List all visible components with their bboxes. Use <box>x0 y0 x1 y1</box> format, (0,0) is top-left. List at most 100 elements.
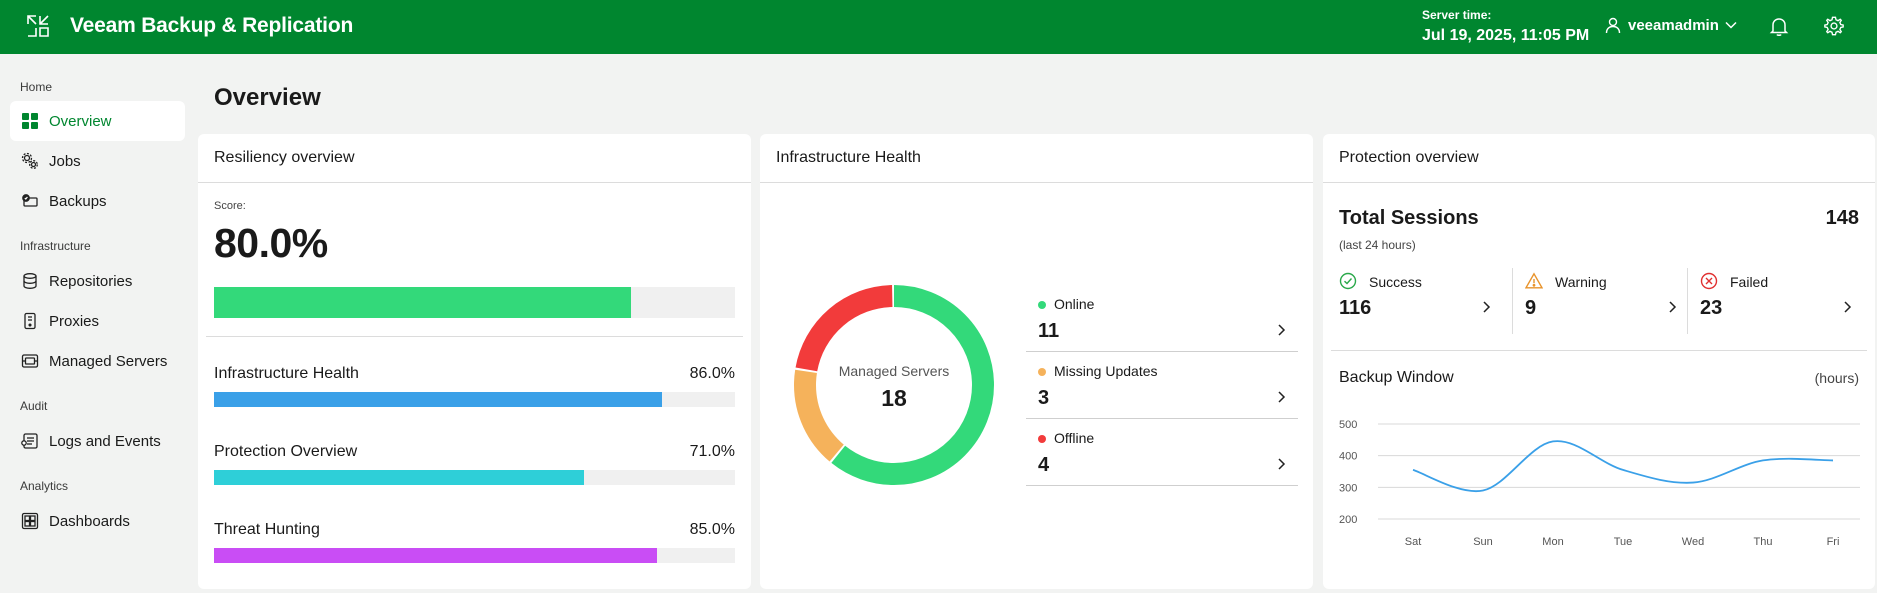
score-value: 80.0% <box>214 220 328 266</box>
chevron-down-icon <box>1725 21 1737 29</box>
session-success[interactable]: Success 116 <box>1327 268 1501 334</box>
total-sessions-subtitle: (last 24 hours) <box>1339 238 1416 252</box>
sidebar-item-label: Backups <box>49 192 107 210</box>
x-tick-label: Sat <box>1405 536 1422 548</box>
metric-label-threat-hunting: Threat Hunting <box>214 521 320 538</box>
section-analytics: Analytics <box>20 479 69 493</box>
x-circle-icon <box>1700 272 1718 290</box>
status-dot <box>1038 368 1046 376</box>
chevron-right-icon <box>1844 301 1852 313</box>
donut-segment-missing-updates[interactable] <box>794 285 994 485</box>
divider <box>198 182 751 183</box>
status-row-missing-updates[interactable]: Missing Updates 3 <box>1026 352 1298 419</box>
infrastructure-health-fill <box>214 392 663 407</box>
data-point-tue[interactable] <box>1620 467 1626 473</box>
x-tick-label: Tue <box>1614 536 1633 548</box>
database-icon <box>23 273 37 289</box>
series-line-backup-window <box>1412 440 1834 493</box>
status-label: Offline <box>1054 430 1095 446</box>
sidebar-item-backups[interactable]: Backups <box>10 181 185 221</box>
metric-label-protection-overview: Protection Overview <box>214 443 358 460</box>
separator <box>1512 268 1513 334</box>
status-dot <box>1038 301 1046 309</box>
score-label: Score: <box>214 200 246 212</box>
chevron-right-icon <box>1278 391 1286 403</box>
y-tick-label: 300 <box>1339 482 1357 494</box>
x-tick-label: Mon <box>1542 536 1563 548</box>
session-label: Success <box>1369 274 1422 290</box>
data-point-fri[interactable] <box>1830 457 1836 463</box>
x-tick-label: Wed <box>1682 536 1704 548</box>
x-tick-label: Thu <box>1754 536 1773 548</box>
separator <box>1687 268 1688 334</box>
sidebar-item-label: Managed Servers <box>49 352 168 370</box>
sidebar-item-proxies[interactable]: Proxies <box>10 301 185 341</box>
logs-icon <box>21 433 38 449</box>
card-title: Resiliency overview <box>214 149 355 166</box>
donut-label: Managed Servers <box>838 363 950 379</box>
data-point-thu[interactable] <box>1760 457 1766 463</box>
metric-value-threat-hunting: 85.0% <box>689 521 735 538</box>
sidebar-item-repositories[interactable]: Repositories <box>10 261 185 301</box>
status-row-offline[interactable]: Offline 4 <box>1026 419 1298 486</box>
user-icon <box>1605 17 1621 34</box>
score-progress-bar <box>214 287 735 318</box>
dashboards-icon <box>21 512 39 530</box>
app-logo-icon[interactable] <box>26 14 50 38</box>
backup-icon <box>22 194 38 207</box>
check-circle-icon <box>1339 272 1357 290</box>
status-label: Online <box>1054 296 1095 312</box>
sidebar-item-label: Jobs <box>49 152 81 170</box>
protection-overview-card: Protection overview Total Sessions (last… <box>1323 134 1875 589</box>
status-count: 4 <box>1038 454 1050 476</box>
notification-bell-icon[interactable] <box>1768 15 1790 37</box>
sidebar-item-jobs[interactable]: Jobs <box>10 141 185 181</box>
managed-servers-icon <box>21 354 39 368</box>
protection-overview-bar <box>214 470 735 485</box>
session-value: 23 <box>1700 297 1723 319</box>
session-warning[interactable]: Warning 9 <box>1513 268 1687 334</box>
username: veeamadmin <box>1628 16 1719 34</box>
divider <box>1331 350 1867 351</box>
donut-segment-online[interactable] <box>794 285 994 485</box>
server-time-label: Server time: <box>1422 8 1492 22</box>
dashboard-grid-icon <box>22 113 38 129</box>
sidebar-item-logs-and-events[interactable]: Logs and Events <box>10 421 185 461</box>
managed-servers-donut: Managed Servers 18 <box>794 285 994 485</box>
section-audit: Audit <box>20 399 48 413</box>
section-home: Home <box>20 80 53 94</box>
divider <box>760 182 1313 183</box>
sidebar-item-managed-servers[interactable]: Managed Servers <box>10 341 185 381</box>
data-point-wed[interactable] <box>1690 480 1696 486</box>
x-tick-label: Sun <box>1473 536 1493 548</box>
metric-label-infrastructure-health: Infrastructure Health <box>214 365 359 382</box>
status-row-online[interactable]: Online 11 <box>1026 285 1298 352</box>
donut-chart <box>794 285 994 485</box>
threat-hunting-bar <box>214 548 735 563</box>
top-bar: Veeam Backup & Replication Server time: … <box>0 0 1877 54</box>
app-title: Veeam Backup & Replication <box>70 14 354 37</box>
session-label: Warning <box>1555 274 1607 290</box>
infrastructure-health-bar <box>214 392 735 407</box>
session-failed[interactable]: Failed 23 <box>1688 268 1862 334</box>
server-time: Server time: Jul 19, 2025, 11:05 PM <box>1422 8 1589 45</box>
sidebar-item-overview[interactable]: Overview <box>10 101 185 141</box>
chevron-right-icon <box>1278 458 1286 470</box>
user-menu[interactable]: veeamadmin <box>1604 16 1737 34</box>
total-sessions-label: Total Sessions <box>1339 207 1479 229</box>
backup-window-title: Backup Window <box>1339 369 1454 386</box>
settings-gear-icon[interactable] <box>1823 15 1845 37</box>
data-point-mon[interactable] <box>1550 438 1556 444</box>
sidebar: Home Overview Jobs Backups Infrastructur… <box>0 54 192 593</box>
data-point-sun[interactable] <box>1480 488 1486 494</box>
sidebar-item-dashboards[interactable]: Dashboards <box>10 501 185 541</box>
data-point-sat[interactable] <box>1410 467 1416 473</box>
threat-hunting-fill <box>214 548 657 563</box>
metric-value-protection-overview: 71.0% <box>689 443 735 460</box>
divider <box>1323 182 1875 183</box>
score-progress-fill <box>214 287 631 318</box>
divider <box>206 336 743 337</box>
y-tick-label: 200 <box>1339 514 1357 526</box>
status-label: Missing Updates <box>1054 363 1158 379</box>
infrastructure-health-card: Infrastructure Health Managed Servers 18… <box>760 134 1313 589</box>
